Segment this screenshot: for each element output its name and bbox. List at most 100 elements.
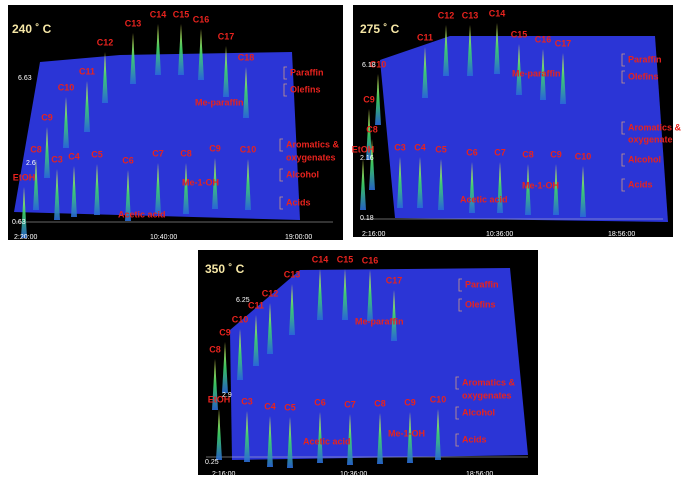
peak bbox=[33, 159, 39, 210]
y-label: 0.63 bbox=[12, 219, 26, 226]
peak-label: C3 bbox=[394, 142, 406, 152]
x-label: 18:56:00 bbox=[466, 471, 493, 478]
x-label: 19:00:00 bbox=[285, 234, 312, 241]
peak bbox=[54, 169, 60, 220]
y-label: 6.63 bbox=[18, 75, 32, 82]
peak bbox=[467, 25, 473, 76]
peak-label: C14 bbox=[489, 8, 506, 18]
group-label: Acetic acid bbox=[118, 209, 166, 219]
peak-label: C12 bbox=[97, 37, 114, 47]
peak bbox=[347, 414, 353, 465]
y-label: 0.25 bbox=[205, 459, 219, 466]
peak-label: C15 bbox=[173, 9, 190, 19]
peak bbox=[267, 416, 273, 467]
peak bbox=[469, 162, 475, 213]
peak bbox=[367, 270, 373, 321]
peak-label: EtOH bbox=[13, 172, 36, 182]
peak bbox=[417, 157, 423, 208]
peak-label: C5 bbox=[435, 144, 447, 154]
peak-label: C8 bbox=[180, 148, 192, 158]
peak-label: C17 bbox=[386, 275, 403, 285]
peak-label: C4 bbox=[264, 401, 276, 411]
peak bbox=[317, 412, 323, 463]
group-label: Me-1-OH bbox=[522, 180, 559, 190]
y-label: 2.6 bbox=[26, 160, 36, 167]
peak-label: C14 bbox=[150, 9, 167, 19]
x-label: 10:36:00 bbox=[340, 471, 367, 478]
peak bbox=[443, 25, 449, 76]
peak-label: C10 bbox=[240, 144, 257, 154]
peak bbox=[391, 290, 397, 341]
peak-label: C10 bbox=[575, 151, 592, 161]
peak bbox=[244, 411, 250, 462]
peak-label: C16 bbox=[535, 34, 552, 44]
peak-label: C13 bbox=[125, 18, 142, 28]
group-label: Olefins bbox=[290, 84, 321, 94]
peak-label: C8 bbox=[30, 144, 42, 154]
peak-label: C15 bbox=[511, 29, 528, 39]
group-label: Alcohol bbox=[462, 407, 495, 417]
peak bbox=[580, 166, 586, 217]
bracket bbox=[455, 406, 459, 420]
peak-label: C13 bbox=[462, 10, 479, 20]
group-label: Alcohol bbox=[628, 154, 661, 164]
peak bbox=[212, 158, 218, 209]
bracket bbox=[621, 153, 625, 167]
peak bbox=[540, 49, 546, 100]
peak bbox=[63, 97, 69, 148]
peak-label: C5 bbox=[284, 402, 296, 412]
peak-label: C10 bbox=[58, 82, 75, 92]
peak bbox=[102, 52, 108, 103]
peak bbox=[360, 159, 366, 210]
peak bbox=[317, 269, 323, 320]
peak bbox=[494, 23, 500, 74]
peak-label: C10 bbox=[232, 314, 249, 324]
peak bbox=[183, 163, 189, 214]
peak bbox=[223, 46, 229, 97]
y-label: 6.25 bbox=[236, 297, 250, 304]
peak-label: C8 bbox=[522, 149, 534, 159]
y-label: 2.16 bbox=[360, 155, 374, 162]
peak bbox=[155, 24, 161, 75]
peak bbox=[94, 164, 100, 215]
peak bbox=[245, 159, 251, 210]
group-label: Acids bbox=[628, 179, 653, 189]
group-label: Me-paraffin bbox=[195, 97, 244, 107]
peak bbox=[243, 67, 249, 118]
y-label: 6.18 bbox=[362, 62, 376, 69]
bracket bbox=[283, 83, 287, 97]
peak-label: C4 bbox=[68, 151, 80, 161]
peak-label: C11 bbox=[248, 300, 264, 310]
x-label: 10:40:00 bbox=[150, 234, 177, 241]
peak bbox=[222, 342, 228, 393]
peak bbox=[342, 269, 348, 320]
peak bbox=[435, 409, 441, 460]
peak bbox=[438, 159, 444, 210]
peak-label: C7 bbox=[152, 148, 164, 158]
peak-label: C3 bbox=[241, 396, 253, 406]
panel: 240 ˚ C C13 C14 C15 C16 C12 C17 C18 C11 C10 C9 C8 Et… bbox=[8, 5, 343, 241]
peak bbox=[198, 29, 204, 80]
peak-label: C7 bbox=[494, 147, 506, 157]
peak-label: C7 bbox=[344, 399, 356, 409]
group-label: Alcohol bbox=[286, 169, 319, 179]
peak bbox=[178, 24, 184, 75]
peak-label: C6 bbox=[466, 147, 478, 157]
peak bbox=[155, 163, 161, 214]
peak bbox=[369, 139, 375, 190]
group-label: oxygenates bbox=[462, 390, 512, 400]
peak-label: C14 bbox=[312, 254, 329, 264]
panel-title: 240 ˚ C bbox=[12, 22, 52, 36]
bracket bbox=[279, 168, 283, 182]
bracket bbox=[621, 70, 625, 84]
group-label: Olefins bbox=[465, 299, 496, 309]
peak-label: C9 bbox=[209, 143, 221, 153]
bracket bbox=[621, 53, 625, 67]
x-label: 2:16:00 bbox=[212, 471, 235, 478]
peak-label: C3 bbox=[51, 154, 63, 164]
group-label: oxygenates bbox=[286, 152, 336, 162]
peak-label: C11 bbox=[79, 66, 95, 76]
